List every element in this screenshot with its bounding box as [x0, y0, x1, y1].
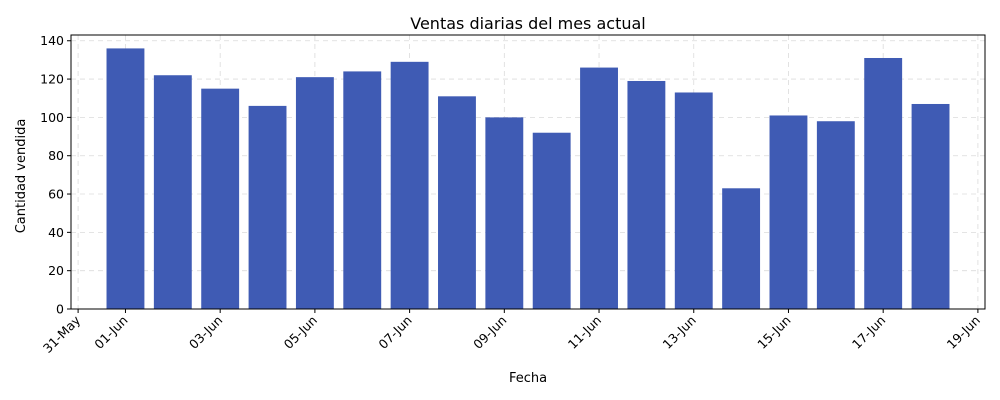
- bar: [438, 96, 476, 309]
- bar: [769, 115, 808, 309]
- bar: [153, 75, 192, 309]
- y-tick-label: 20: [48, 263, 64, 278]
- x-tick-label: 09-Jun: [470, 313, 509, 352]
- bar: [864, 57, 903, 309]
- y-tick-label: 80: [48, 148, 64, 163]
- x-tick-label: 19-Jun: [944, 313, 983, 352]
- bars: [106, 48, 950, 310]
- y-tick-label: 120: [40, 72, 64, 87]
- x-tick-label: 05-Jun: [281, 313, 320, 352]
- bar: [390, 61, 429, 309]
- y-tick-label: 100: [40, 110, 64, 125]
- bar: [722, 188, 761, 309]
- bar: [248, 105, 287, 309]
- bar: [674, 92, 713, 310]
- y-tick-label: 0: [56, 302, 64, 317]
- bar: [627, 80, 666, 309]
- bar: [485, 117, 524, 310]
- x-axis-label: Fecha: [509, 371, 547, 386]
- y-tick-label: 60: [48, 187, 64, 202]
- x-tick-label: 01-Jun: [91, 313, 130, 352]
- chart-title: Ventas diarias del mes actual: [410, 14, 646, 33]
- x-tick-label: 03-Jun: [186, 313, 225, 352]
- x-tick-label: 11-Jun: [565, 313, 604, 352]
- x-tick-label: 07-Jun: [375, 313, 414, 352]
- x-tick-label: 17-Jun: [849, 313, 888, 352]
- y-axis-label: Cantidad vendida: [14, 119, 29, 234]
- bar: [816, 121, 855, 309]
- plot-frame: [70, 34, 986, 310]
- bar: [343, 71, 382, 309]
- bar: [295, 77, 334, 310]
- bar: [201, 88, 240, 309]
- x-tick-label: 15-Jun: [754, 313, 793, 352]
- x-tick-label: 31-May: [40, 312, 84, 356]
- y-tick-label: 40: [48, 225, 64, 240]
- bar: [106, 48, 145, 309]
- bar: [911, 103, 950, 309]
- bar: [532, 132, 571, 309]
- x-tick-label: 13-Jun: [660, 313, 699, 352]
- y-tick-label: 140: [40, 33, 64, 48]
- bar: [580, 67, 618, 309]
